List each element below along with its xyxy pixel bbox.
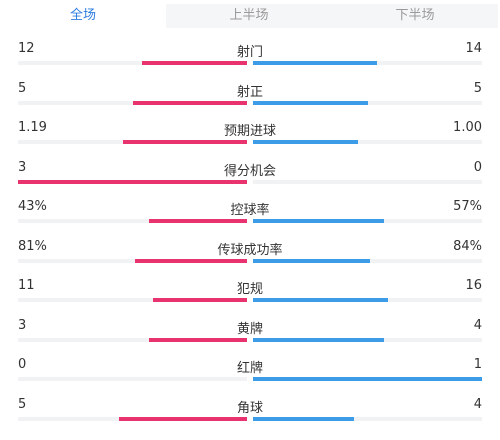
stat-row-shots-on-target: 5 射正 5 bbox=[0, 80, 500, 120]
away-bar-track bbox=[253, 100, 482, 105]
stat-row-yellow-cards: 3 黄牌 4 bbox=[0, 317, 500, 357]
away-value: 1 bbox=[473, 357, 482, 372]
away-bar-track bbox=[253, 298, 482, 302]
stats-list: 12 射门 14 5 射正 5 1.19 预期进球 1.00 3 得分机会 0 … bbox=[0, 40, 500, 435]
away-bar-track bbox=[253, 140, 482, 144]
away-bar bbox=[253, 140, 359, 144]
stat-row-possession: 43% 控球率 57% bbox=[0, 198, 500, 238]
home-bar-track bbox=[18, 140, 247, 144]
away-bar bbox=[253, 337, 384, 342]
home-bar bbox=[132, 100, 247, 105]
away-value: 1.00 bbox=[453, 120, 482, 135]
stat-label: 黄牌 bbox=[236, 321, 263, 337]
away-bar-track bbox=[253, 258, 482, 263]
home-value: 43% bbox=[18, 199, 47, 214]
home-bar bbox=[134, 258, 247, 263]
stat-label: 角球 bbox=[236, 400, 263, 416]
stat-label: 红牌 bbox=[236, 361, 263, 376]
stat-label: 射正 bbox=[236, 84, 263, 100]
away-value: 57% bbox=[453, 199, 482, 214]
home-value: 1.19 bbox=[18, 120, 47, 135]
away-bar bbox=[253, 258, 370, 263]
home-value: 12 bbox=[18, 41, 35, 56]
away-bar bbox=[253, 416, 354, 421]
away-bar bbox=[253, 377, 482, 381]
stat-label: 传球成功率 bbox=[217, 242, 283, 258]
away-bar-track bbox=[253, 61, 482, 65]
home-bar-track bbox=[18, 100, 247, 105]
home-bar bbox=[123, 140, 247, 144]
away-value: 84% bbox=[453, 238, 482, 254]
stat-label: 犯规 bbox=[236, 282, 263, 297]
home-bar bbox=[148, 337, 247, 342]
away-bar bbox=[253, 61, 377, 65]
home-bar-track bbox=[18, 377, 247, 381]
home-value: 3 bbox=[18, 159, 27, 175]
stat-row-pass-accuracy: 81% 传球成功率 84% bbox=[0, 238, 500, 278]
home-bar bbox=[148, 219, 247, 223]
away-bar-track bbox=[253, 377, 482, 381]
stat-label: 控球率 bbox=[230, 203, 270, 218]
home-bar-track bbox=[18, 179, 247, 184]
home-value: 0 bbox=[18, 357, 27, 372]
home-value: 81% bbox=[18, 238, 47, 254]
home-value: 5 bbox=[18, 396, 27, 412]
tab-first-half[interactable]: 上半场 bbox=[166, 4, 332, 28]
away-bar bbox=[253, 100, 368, 105]
home-bar-track bbox=[18, 219, 247, 223]
home-value: 11 bbox=[18, 278, 35, 293]
away-value: 4 bbox=[473, 396, 482, 412]
home-bar-track bbox=[18, 298, 247, 302]
away-bar-track bbox=[253, 219, 482, 223]
stat-row-expected-goals: 1.19 预期进球 1.00 bbox=[0, 119, 500, 159]
away-value: 0 bbox=[473, 159, 482, 175]
home-bar-track bbox=[18, 337, 247, 342]
stat-row-shots: 12 射门 14 bbox=[0, 40, 500, 80]
home-bar bbox=[141, 61, 247, 65]
tab-second-half[interactable]: 下半场 bbox=[332, 4, 498, 28]
stat-label: 得分机会 bbox=[223, 163, 276, 179]
away-bar bbox=[253, 298, 389, 302]
away-value: 5 bbox=[473, 80, 482, 96]
home-bar bbox=[118, 416, 247, 421]
stat-row-red-cards: 0 红牌 1 bbox=[0, 356, 500, 396]
away-bar-track bbox=[253, 416, 482, 421]
away-bar-track bbox=[253, 179, 482, 184]
stat-label: 预期进球 bbox=[223, 124, 276, 139]
home-bar-track bbox=[18, 61, 247, 65]
away-bar-track bbox=[253, 337, 482, 342]
home-bar-track bbox=[18, 258, 247, 263]
stat-label: 射门 bbox=[236, 45, 263, 60]
home-value: 3 bbox=[18, 317, 27, 333]
home-bar bbox=[18, 179, 247, 184]
away-bar bbox=[253, 219, 384, 223]
home-bar bbox=[153, 298, 247, 302]
away-value: 14 bbox=[465, 41, 482, 56]
tab-full-match[interactable]: 全场 bbox=[0, 4, 166, 28]
stat-row-fouls: 11 犯规 16 bbox=[0, 277, 500, 317]
stat-row-scoring-chances: 3 得分机会 0 bbox=[0, 159, 500, 199]
home-bar-track bbox=[18, 416, 247, 421]
stat-row-corners: 5 角球 4 bbox=[0, 396, 500, 436]
home-value: 5 bbox=[18, 80, 27, 96]
period-tabs: 全场 上半场 下半场 bbox=[0, 4, 500, 28]
away-value: 4 bbox=[473, 317, 482, 333]
away-value: 16 bbox=[465, 278, 482, 293]
